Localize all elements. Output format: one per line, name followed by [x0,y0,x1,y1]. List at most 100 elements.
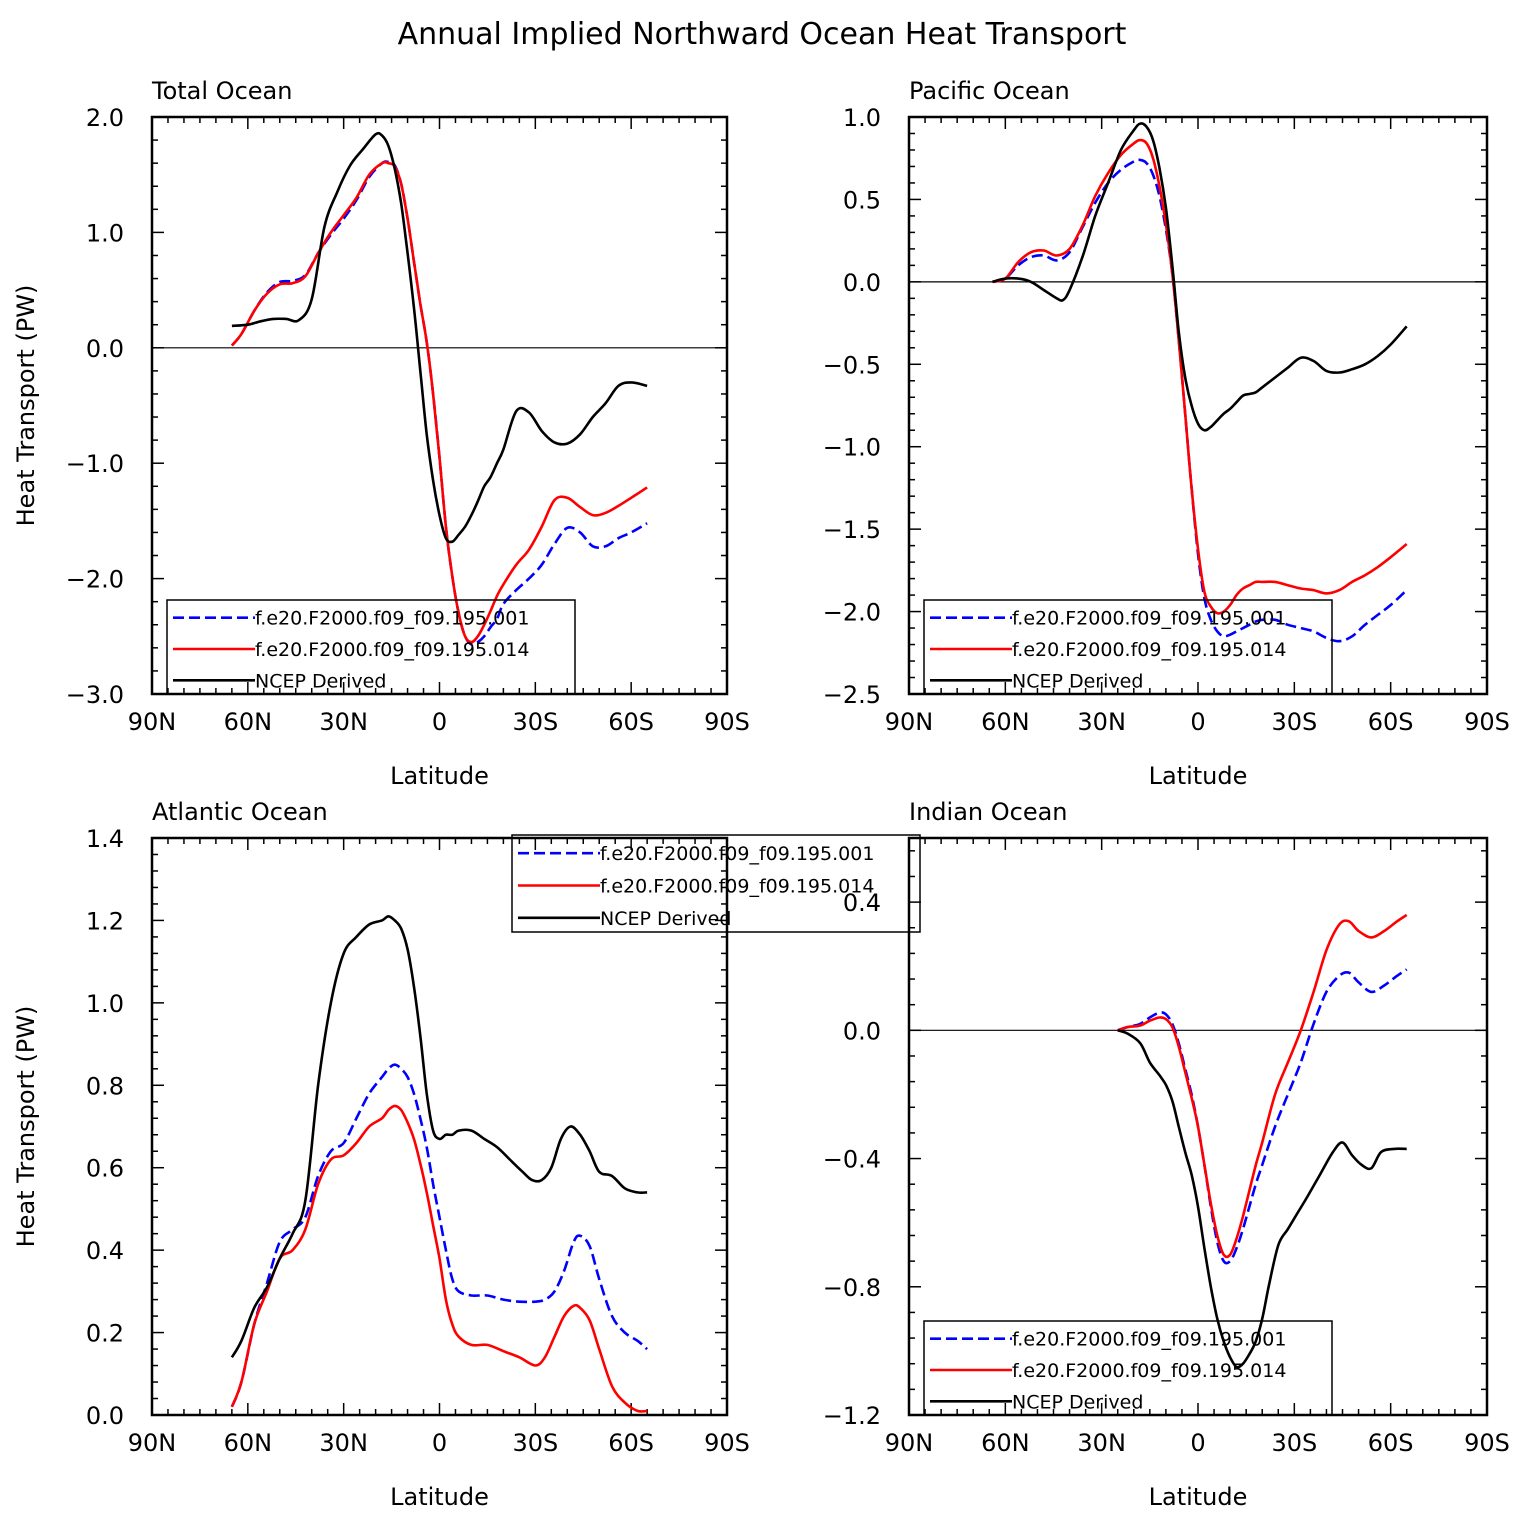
y-tick-label: −3.0 [66,681,124,709]
series-line-3 [992,122,1408,432]
x-tick-label: 0 [432,708,447,736]
y-tick-label: −1.2 [823,1402,881,1430]
legend-label-3: NCEP Derived [600,908,731,930]
x-tick-label: 30N [1077,1429,1126,1457]
y-tick-label: −2.0 [66,566,124,594]
series-line-2 [230,1104,648,1413]
y-tick-label: −1.5 [823,516,881,544]
legend-box [923,599,1333,695]
x-tick-label: 30S [512,708,558,736]
y-tick-label: 1.0 [86,990,124,1018]
x-tick-label: 90S [704,1429,750,1457]
legend-label-2: f.e20.F2000.f09_f09.195.014 [1012,639,1286,661]
series-line-3 [231,131,648,544]
y-tick-label: 0.6 [86,1155,124,1183]
y-tick-label: 0.5 [843,186,881,214]
y-tick-label: 1.2 [86,907,124,935]
series-line-2 [992,138,1408,615]
legend: f.e20.F2000.f09_f09.195.001 f.e20.F2000.f… [923,1320,1333,1416]
series-line-1 [230,160,648,646]
legend-label-3: NCEP Derived [1012,670,1143,692]
legend-label-3: NCEP Derived [1012,1391,1143,1413]
x-tick-label: 60S [1368,1429,1414,1457]
series-line-2 [1117,913,1408,1259]
y-tick-label: 0.2 [86,1320,124,1348]
y-tick-label: −0.4 [823,1146,881,1174]
x-tick-label: 30S [1271,1429,1317,1457]
legend-box [923,1320,1333,1416]
y-tick-label: 0.8 [86,1072,124,1100]
x-axis-label: Latitude [390,762,489,790]
panel-title: Atlantic Ocean [152,798,328,826]
legend-label-2: f.e20.F2000.f09_f09.195.014 [600,876,874,898]
series-line-3 [230,915,648,1358]
x-tick-label: 0 [432,1429,447,1457]
x-tick-label: 30S [512,1429,558,1457]
legend: f.e20.F2000.f09_f09.195.001 f.e20.F2000.f… [511,834,921,933]
legend-label-2: f.e20.F2000.f09_f09.195.014 [1012,1360,1286,1382]
y-tick-label: −2.0 [823,599,881,627]
panel-2: Pacific Ocean 90N 60N 30N 0 30S 60S 90S −2.5 −2.0… [823,77,1510,790]
legend-box [166,599,576,695]
y-axis-label: Heat Transport (PW) [12,285,40,527]
x-axis-label: Latitude [1149,1483,1248,1511]
legend-box [511,834,921,933]
panel-1: Total Ocean 90N 60N 30N 0 30S 60S 90S −3.0 −2.0 −1… [12,77,750,790]
panel-title: Indian Ocean [909,798,1068,826]
series-line-1 [1117,968,1408,1265]
y-tick-label: −0.5 [823,351,881,379]
legend-label-1: f.e20.F2000.f09_f09.195.001 [600,843,874,865]
x-tick-label: 30N [1077,708,1126,736]
x-tick-label: 60S [608,1429,654,1457]
y-tick-label: −1.0 [823,434,881,462]
x-tick-label: 60N [981,1429,1030,1457]
y-tick-label: 0.4 [843,889,881,917]
panel-4: Indian Ocean 90N 60N 30N 0 30S 60S 90S −1.2 −0.8 −… [823,798,1510,1511]
y-tick-label: 0.0 [843,1017,881,1045]
legend-label-1: f.e20.F2000.f09_f09.195.001 [255,608,529,630]
y-tick-label: 0.4 [86,1237,124,1265]
y-tick-label: 1.0 [843,104,881,132]
x-tick-label: 60N [224,1429,273,1457]
y-tick-label: −2.5 [823,681,881,709]
x-tick-label: 90N [885,708,934,736]
x-axis-label: Latitude [1149,762,1248,790]
x-tick-label: 60N [981,708,1030,736]
series-line-2 [230,160,648,644]
x-axis-label: Latitude [390,1483,489,1511]
series-line-1 [230,1063,648,1408]
legend: f.e20.F2000.f09_f09.195.001 f.e20.F2000.f… [166,599,576,695]
x-tick-label: 60N [224,708,273,736]
y-tick-label: 0.0 [843,269,881,297]
legend: f.e20.F2000.f09_f09.195.001 f.e20.F2000.f… [923,599,1333,695]
y-tick-label: 2.0 [86,104,124,132]
panel-title: Pacific Ocean [909,77,1070,105]
y-tick-label: 0.0 [86,335,124,363]
x-tick-label: 60S [1368,708,1414,736]
x-tick-label: 90S [1464,1429,1510,1457]
legend-label-2: f.e20.F2000.f09_f09.195.014 [255,639,529,661]
y-tick-label: 0.0 [86,1402,124,1430]
panel-title: Total Ocean [151,77,292,105]
x-tick-label: 30S [1271,708,1317,736]
x-tick-label: 90S [704,708,750,736]
y-tick-label: 1.4 [86,825,124,853]
y-tick-label: −0.8 [823,1274,881,1302]
y-axis-label: Heat Transport (PW) [12,1006,40,1248]
x-tick-label: 90S [1464,708,1510,736]
x-tick-label: 90N [128,708,177,736]
legend-label-1: f.e20.F2000.f09_f09.195.001 [1012,608,1286,630]
plot-frame [150,836,729,1417]
x-tick-label: 30N [319,1429,368,1457]
y-tick-label: 1.0 [86,219,124,247]
series-line-3 [1117,1029,1407,1369]
y-tick-label: −1.0 [66,450,124,478]
x-tick-label: 60S [608,708,654,736]
x-tick-label: 30N [319,708,368,736]
main-title: Annual Implied Northward Ocean Heat Tran… [398,17,1127,52]
legend-label-1: f.e20.F2000.f09_f09.195.001 [1012,1329,1286,1351]
x-tick-label: 90N [885,1429,934,1457]
x-tick-label: 0 [1190,1429,1205,1457]
panel-3: Atlantic Ocean 90N 60N 30N 0 30S 60S 90S 0.0 0.2 0… [12,798,921,1511]
